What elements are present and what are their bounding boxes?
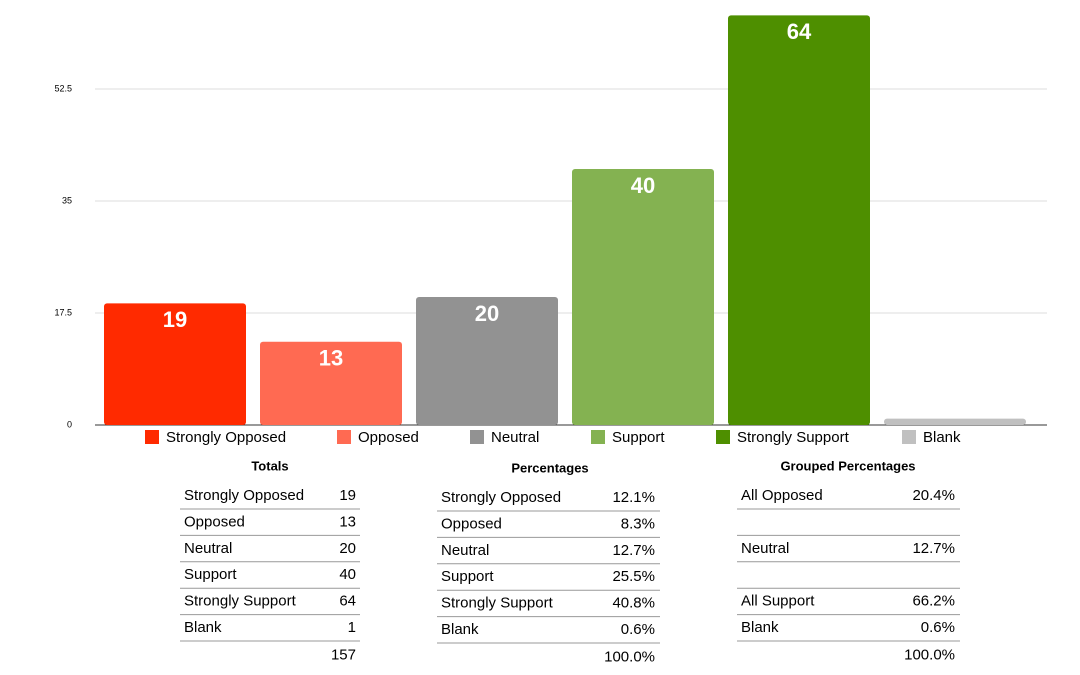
- row-label: Opposed: [184, 513, 245, 530]
- row-value: 12.7%: [612, 542, 655, 559]
- legend-swatch: [902, 430, 916, 444]
- value-label: 64: [787, 19, 812, 44]
- row-label: Strongly Opposed: [184, 487, 304, 504]
- row-label: Strongly Support: [184, 593, 297, 610]
- bar: [728, 15, 870, 426]
- row-value: 13: [339, 513, 356, 530]
- row-value: 19: [339, 487, 356, 504]
- legend-swatch: [591, 430, 605, 444]
- row-value: 66.2%: [912, 593, 955, 610]
- legend-label: Strongly Opposed: [166, 429, 286, 446]
- row-label: Blank: [741, 619, 779, 636]
- table-total: 100.0%: [904, 646, 955, 663]
- row-label: All Support: [741, 593, 815, 610]
- row-value: 12.1%: [612, 489, 655, 506]
- row-label: Neutral: [441, 542, 489, 559]
- row-value: 0.6%: [921, 619, 955, 636]
- row-label: All Opposed: [741, 487, 823, 504]
- row-label: Support: [184, 566, 237, 583]
- row-label: Blank: [184, 619, 222, 636]
- legend-label: Opposed: [358, 429, 419, 446]
- bar: [260, 341, 402, 425]
- y-tick-label: 35: [62, 195, 72, 205]
- row-value: 25.5%: [612, 568, 655, 585]
- row-value: 1: [348, 619, 356, 636]
- legend-label: Blank: [923, 429, 961, 446]
- bar: [416, 297, 558, 425]
- table-title: Totals: [251, 458, 288, 473]
- row-label: Opposed: [441, 515, 502, 532]
- y-tick-label: 0: [67, 419, 72, 429]
- table-total: 157: [331, 646, 356, 663]
- row-label: Strongly Support: [441, 595, 554, 612]
- legend-swatch: [470, 430, 484, 444]
- legend-label: Neutral: [491, 429, 539, 446]
- legend-label: Strongly Support: [737, 429, 850, 446]
- row-value: 0.6%: [621, 621, 655, 638]
- legend-swatch: [145, 430, 159, 444]
- y-tick-label: 52.5: [54, 83, 72, 93]
- row-label: Neutral: [741, 540, 789, 557]
- value-label: 40: [631, 173, 655, 198]
- row-value: 20: [339, 540, 356, 557]
- value-label: 13: [319, 346, 343, 371]
- row-value: 12.7%: [912, 540, 955, 557]
- row-value: 64: [339, 593, 356, 610]
- legend-swatch: [716, 430, 730, 444]
- row-label: Support: [441, 568, 494, 585]
- legend-label: Support: [612, 429, 665, 446]
- row-value: 8.3%: [621, 515, 655, 532]
- table-title: Grouped Percentages: [780, 458, 915, 473]
- row-label: Neutral: [184, 540, 232, 557]
- row-label: Blank: [441, 621, 479, 638]
- row-label: Strongly Opposed: [441, 489, 561, 506]
- value-label: 20: [475, 301, 499, 326]
- row-value: 40.8%: [612, 595, 655, 612]
- bar: [572, 169, 714, 425]
- y-tick-label: 17.5: [54, 307, 72, 317]
- table-total: 100.0%: [604, 648, 655, 665]
- bar: [104, 303, 246, 425]
- row-value: 20.4%: [912, 487, 955, 504]
- legend-swatch: [337, 430, 351, 444]
- value-label: 19: [163, 307, 187, 332]
- row-value: 40: [339, 566, 356, 583]
- table-title: Percentages: [511, 460, 588, 475]
- bar: [884, 418, 1026, 425]
